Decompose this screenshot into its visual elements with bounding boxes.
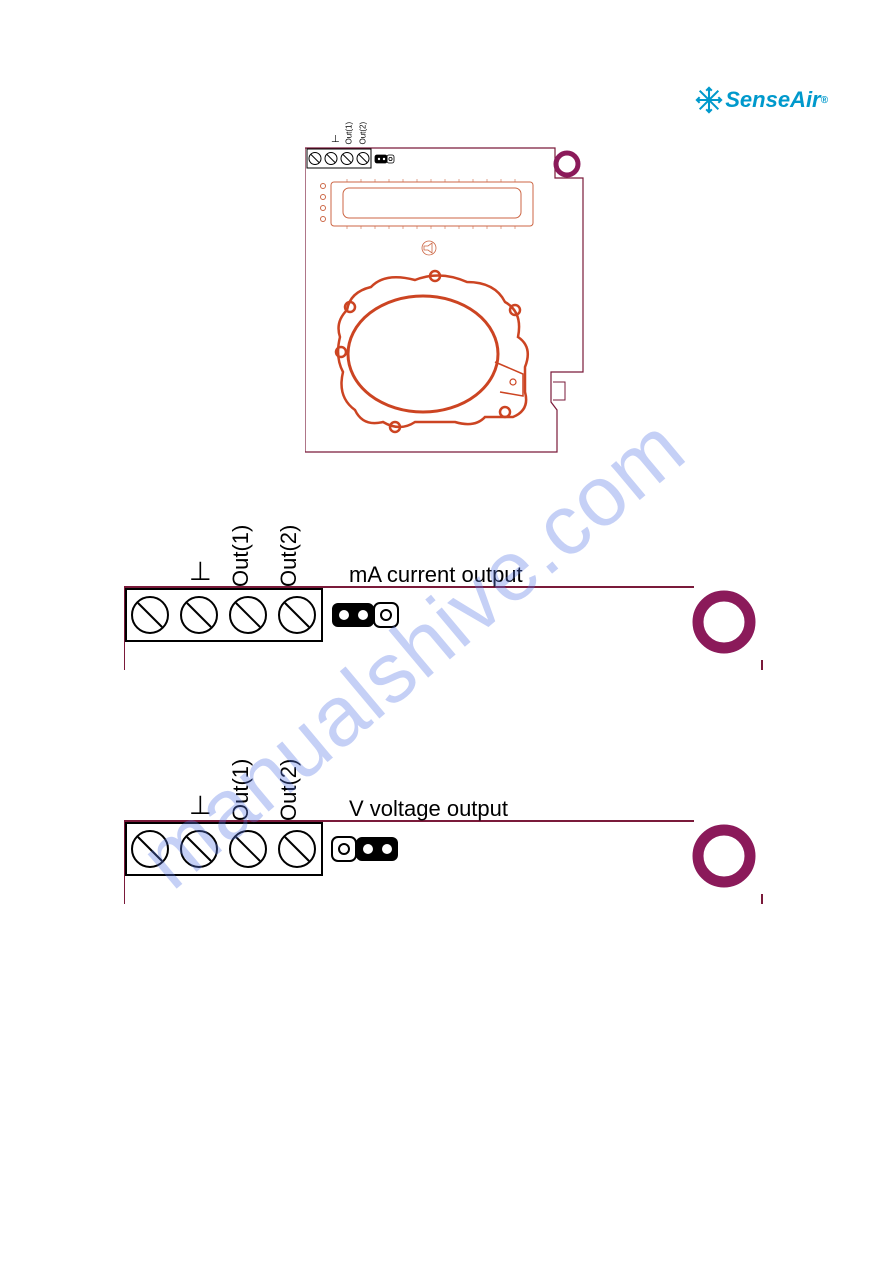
jumper-ma bbox=[332, 603, 398, 627]
brand-logo: SenseAir ® bbox=[695, 86, 828, 114]
mounting-hole-1 bbox=[698, 596, 750, 648]
screw-terminals-small bbox=[309, 153, 369, 165]
out1-label-small: Out(1) bbox=[345, 122, 354, 145]
jumper-v bbox=[332, 837, 398, 861]
out1-label-2: Out(1) bbox=[228, 759, 254, 821]
logo-tm: ® bbox=[821, 95, 828, 106]
output-label-v: V voltage output bbox=[349, 796, 508, 822]
lcd-block bbox=[321, 179, 534, 229]
screw-terminals-2 bbox=[132, 831, 315, 867]
mounting-hole-2 bbox=[698, 830, 750, 882]
sensor-cell bbox=[336, 271, 528, 432]
pcb-edge-1 bbox=[124, 587, 762, 670]
pcb-overview-diagram: ⊥ Out(1) Out(2) bbox=[305, 142, 585, 454]
detail-diagram-ma: ⊥ Out(1) Out(2) mA current output bbox=[124, 510, 764, 670]
mounting-hole-icon bbox=[556, 153, 578, 175]
out2-label-small: Out(2) bbox=[359, 122, 368, 145]
output-label-ma: mA current output bbox=[349, 562, 523, 588]
snowflake-icon bbox=[695, 86, 723, 114]
pcb-outline bbox=[305, 148, 583, 452]
gnd-label-small: ⊥ bbox=[331, 134, 340, 145]
screw-terminals-1 bbox=[132, 597, 315, 633]
out2-label-1: Out(2) bbox=[276, 525, 302, 587]
gnd-label-2: ⊥ bbox=[189, 790, 212, 821]
gnd-label-1: ⊥ bbox=[189, 556, 212, 587]
small-icon bbox=[422, 241, 436, 255]
detail-diagram-v: ⊥ Out(1) Out(2) V voltage output bbox=[124, 744, 764, 904]
pcb-edge-2 bbox=[124, 821, 762, 904]
out1-label-1: Out(1) bbox=[228, 525, 254, 587]
out2-label-2: Out(2) bbox=[276, 759, 302, 821]
logo-text: SenseAir bbox=[725, 87, 820, 113]
jumper-small bbox=[375, 155, 394, 163]
